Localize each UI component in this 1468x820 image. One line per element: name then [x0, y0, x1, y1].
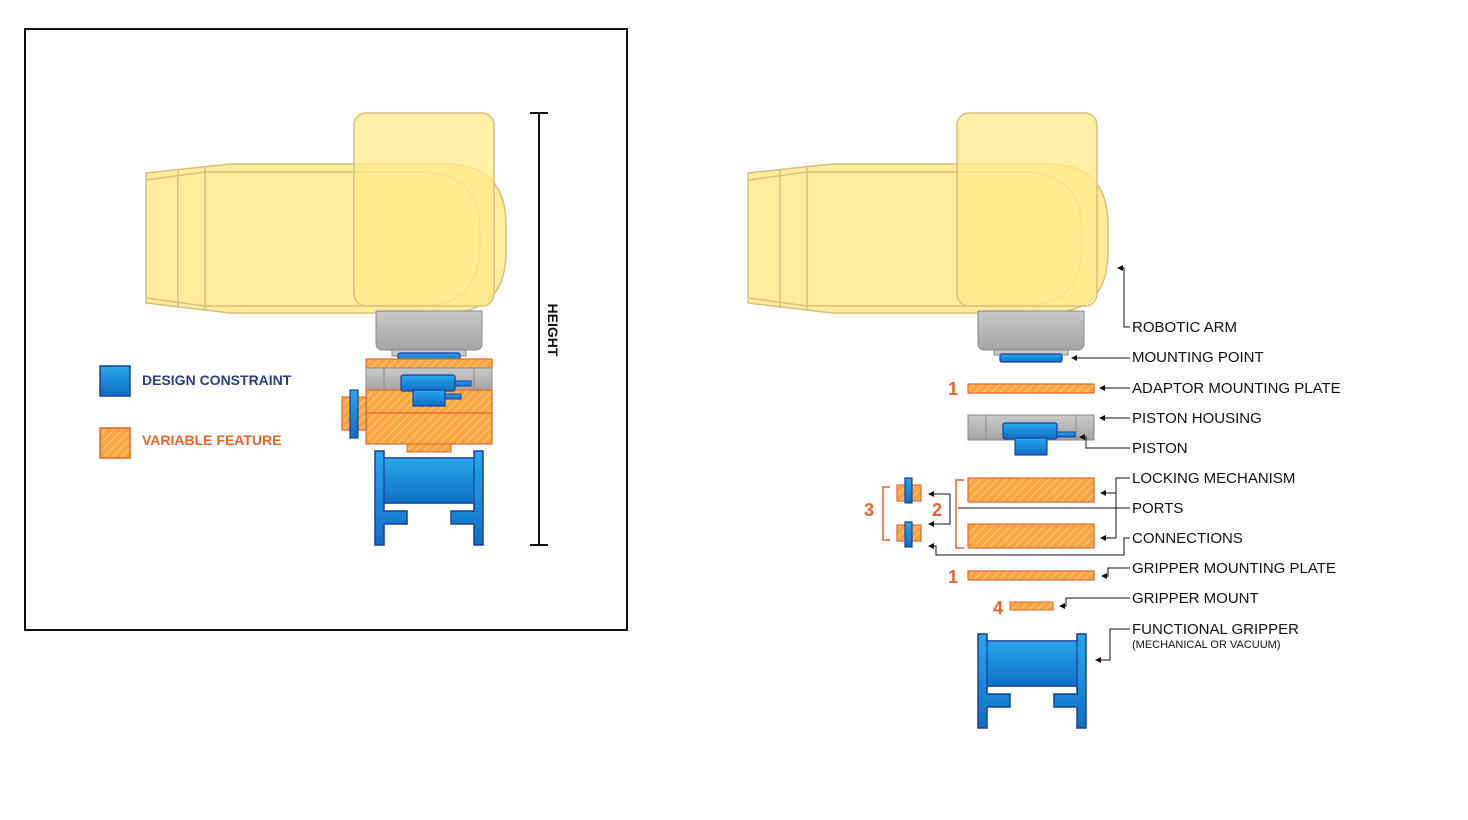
port-top: [904, 477, 913, 504]
locking-mechanism-bottom: [967, 523, 1095, 549]
legend-design-constraint-swatch: [99, 365, 131, 397]
arm-flange-exploded: [977, 310, 1085, 351]
assembled-view-panel: HEIGHT DESIGN CONSTRAINT VARIABLE FEATUR…: [24, 28, 628, 631]
number-gripper-mount: 4: [993, 598, 1003, 618]
functional-gripper-exploded: [977, 633, 1087, 729]
label-robotic-arm: ROBOTIC ARM: [1132, 319, 1237, 336]
gripper-mount-exploded: [1009, 601, 1054, 611]
legend-variable-feature-swatch: [99, 427, 131, 459]
exploded-view: 1 3 2 1 4: [747, 112, 1341, 729]
label-connections: CONNECTIONS: [1132, 530, 1243, 547]
leader-lines: [928, 265, 1130, 663]
label-piston-housing: PISTON HOUSING: [1132, 410, 1262, 427]
port-assembled: [349, 389, 359, 439]
robotic-arm-assembled: [145, 112, 507, 314]
number-locking-group: 2: [932, 500, 942, 520]
label-gripper-mounting-plate: GRIPPER MOUNTING PLATE: [1132, 560, 1336, 577]
label-locking-mechanism: LOCKING MECHANISM: [1132, 470, 1295, 487]
legend: DESIGN CONSTRAINT VARIABLE FEATURE: [99, 365, 292, 459]
port-bottom: [904, 521, 913, 548]
locking-mechanism-top: [967, 477, 1095, 503]
number-connections-group: 3: [864, 500, 874, 520]
gripper-mounting-plate-exploded: [967, 570, 1095, 581]
label-mounting-point: MOUNTING POINT: [1132, 349, 1264, 366]
label-gripper-mount: GRIPPER MOUNT: [1132, 590, 1259, 607]
functional-gripper-assembled: [374, 450, 484, 546]
piston-assembled: [400, 374, 472, 407]
number-adaptor-plate: 1: [948, 379, 958, 399]
label-adaptor-mounting-plate: ADAPTOR MOUNTING PLATE: [1132, 380, 1341, 397]
label-ports: PORTS: [1132, 500, 1183, 517]
robotic-arm-exploded: [747, 112, 1109, 314]
legend-variable-feature-label: VARIABLE FEATURE: [142, 432, 281, 448]
label-functional-gripper: FUNCTIONAL GRIPPER: [1132, 621, 1299, 638]
legend-design-constraint-label: DESIGN CONSTRAINT: [142, 372, 292, 388]
adaptor-plate-assembled: [365, 358, 493, 369]
height-dimension: HEIGHT: [530, 112, 561, 546]
adaptor-mounting-plate-exploded: [967, 383, 1095, 394]
number-gripper-plate: 1: [948, 567, 958, 587]
height-label: HEIGHT: [545, 304, 561, 357]
label-functional-gripper-sub: (MECHANICAL OR VACUUM): [1132, 639, 1281, 651]
panel-frame: [24, 28, 628, 631]
label-piston: PISTON: [1132, 440, 1188, 457]
bracket-locking-group: [955, 479, 964, 549]
gripper-mount-assembled: [406, 443, 452, 453]
piston-exploded: [1002, 422, 1076, 456]
mounting-point-exploded: [999, 353, 1063, 363]
bracket-connections-group: [882, 486, 890, 541]
arm-flange-assembled: [375, 310, 483, 351]
